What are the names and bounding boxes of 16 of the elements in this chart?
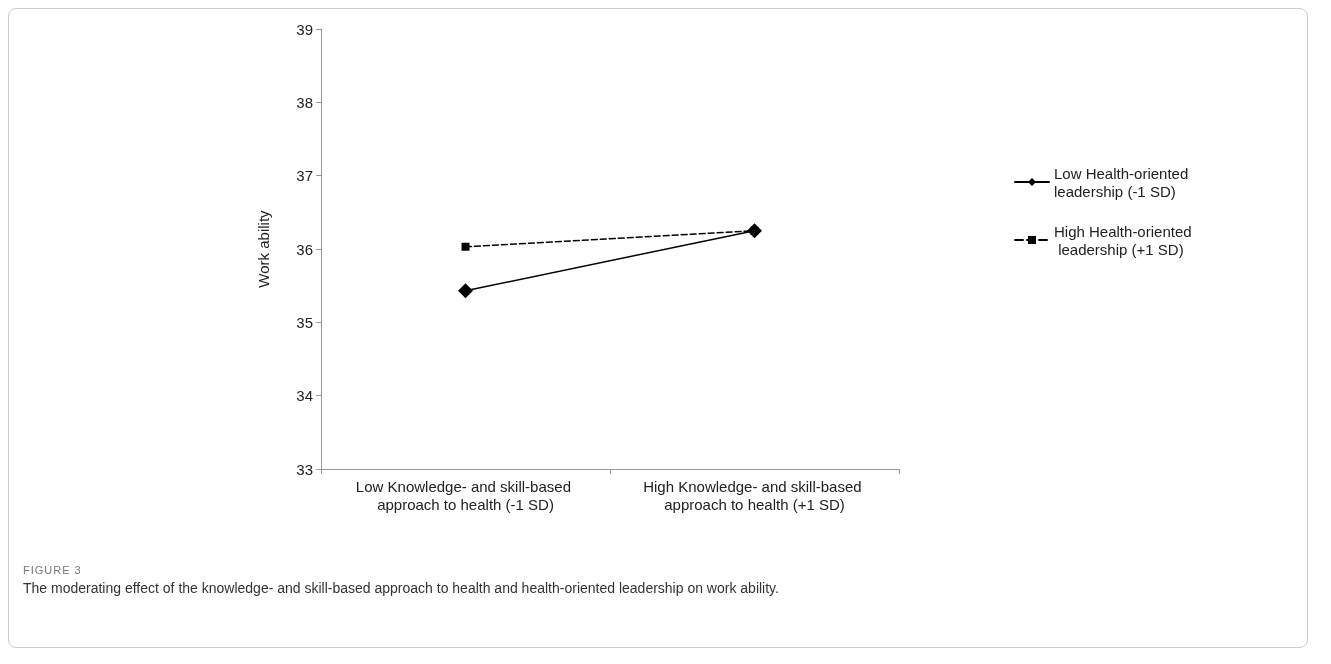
- point: [461, 242, 470, 251]
- point: [458, 283, 473, 299]
- y-tick-label: 34: [296, 387, 313, 405]
- y-tick-label: 33: [296, 460, 313, 478]
- y-tick-label: 35: [296, 313, 313, 331]
- x-tick-label: Low Knowledge- and skill-based approach to health (-1 SD): [355, 477, 576, 513]
- y-tick-label: 38: [296, 93, 313, 111]
- y-axis-title: Work ability: [255, 209, 272, 288]
- legend-label: Low Health-oriented leadership (-1 SD): [1054, 164, 1193, 200]
- y-tick-label: 39: [296, 20, 313, 38]
- legend-label: High Health-oriented leadership (+1 SD): [1054, 222, 1192, 258]
- x-tick-label: High Knowledge- and skill-based approach to health (+1 SD): [643, 477, 866, 513]
- caption: FIGURE 3: [23, 564, 83, 576]
- text: The moderating effect of the knowledge- and skill-based approach to health and health-oriented leadership on work ability.: [23, 580, 780, 596]
- y-tick-label: 36: [296, 240, 313, 258]
- y-tick-label: 37: [296, 167, 313, 185]
